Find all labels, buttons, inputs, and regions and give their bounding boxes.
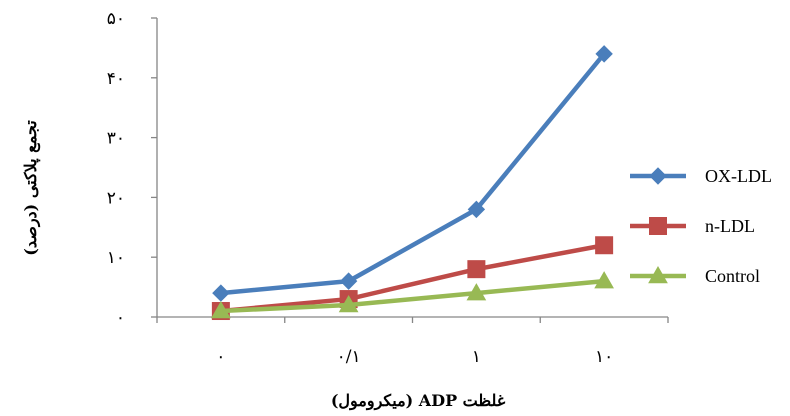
series-line-ox-ldl [220, 52, 606, 296]
y-axis-title: تجمع پلاکتی (درصد) [21, 120, 41, 256]
x-tick-label: ۱ [472, 347, 481, 367]
legend-marker [649, 217, 667, 235]
series-line-control [220, 278, 605, 314]
series-line-n-ldl [220, 243, 605, 314]
data-point-ox-ldl [212, 284, 230, 302]
y-tick-label: ۱۰ [107, 248, 125, 268]
x-tick-label: ۱۰ [595, 347, 613, 367]
y-tick-label: ۵۰ [107, 9, 125, 29]
legend-item-n-ldl: n-LDL [630, 216, 755, 236]
axes [156, 18, 668, 318]
data-point-ox-ldl [339, 272, 358, 290]
legend: OX-LDL n-LDL Control [630, 166, 772, 286]
series-ox-ldl [212, 45, 613, 302]
legend-label: n-LDL [705, 216, 755, 236]
legend-label: OX-LDL [705, 166, 772, 186]
y-tick-label: ۰ [116, 308, 125, 328]
legend-item-control: Control [630, 265, 760, 286]
data-point-ox-ldl [467, 200, 486, 219]
data-point-ox-ldl [595, 45, 613, 63]
series-layer [211, 45, 614, 321]
legend-marker [649, 167, 667, 185]
y-tick-label: ۲۰ [107, 188, 125, 208]
data-point-control [338, 295, 359, 313]
x-axis-title: غلظت ADP (میکرومول) [331, 391, 506, 411]
series-control [211, 271, 614, 319]
y-tick-label: ۳۰ [107, 129, 125, 149]
legend-marker [648, 265, 668, 284]
data-point-control [211, 301, 231, 319]
x-tick-label: ۰ [216, 347, 225, 367]
y-axis-ticks: ۰ ۱۰ ۲۰ ۳۰ ۴۰ ۵۰ [107, 9, 157, 328]
legend-item-ox-ldl: OX-LDL [630, 166, 772, 186]
data-point-n-ldl [595, 236, 614, 255]
x-tick-label: ۰/۱ [337, 347, 361, 367]
legend-label: Control [705, 266, 760, 286]
data-point-n-ldl [467, 260, 486, 279]
data-point-control [594, 271, 614, 289]
data-point-control [466, 283, 487, 301]
y-tick-label: ۴۰ [107, 69, 125, 89]
x-axis-ticks: ۰ ۰/۱ ۱ ۱۰ [156, 317, 669, 367]
